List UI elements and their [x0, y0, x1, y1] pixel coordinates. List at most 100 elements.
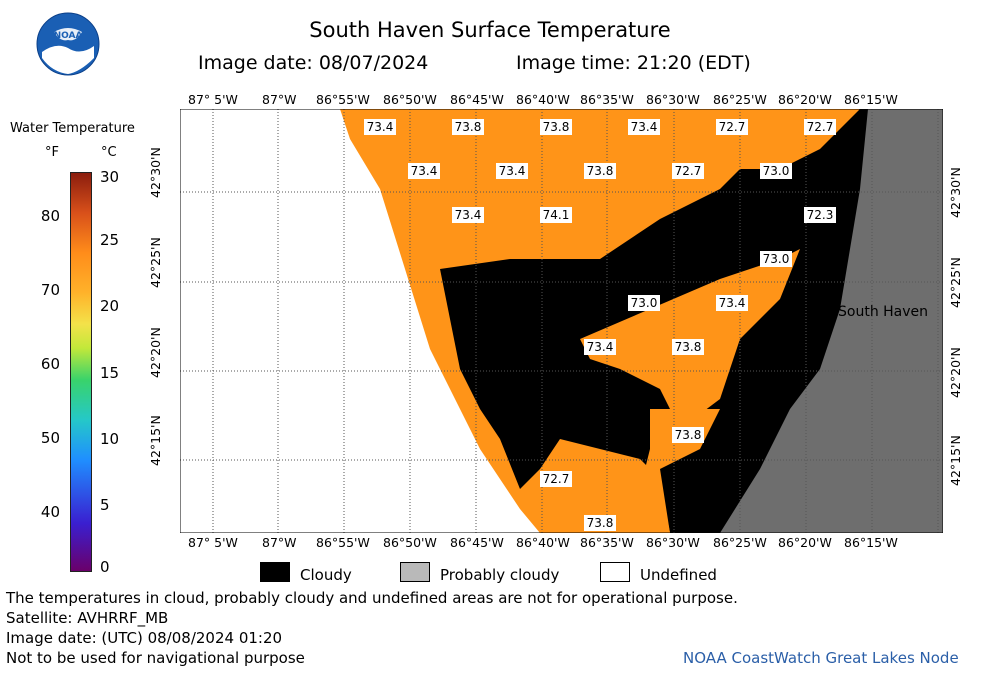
- temp-label: 72.3: [804, 207, 836, 223]
- unit-fahrenheit: °F: [45, 145, 59, 160]
- lon-label-top: 86°15'W: [844, 92, 898, 107]
- noaa-logo: NOAA: [36, 12, 100, 80]
- lat-label-left: 42°15'N: [148, 415, 163, 466]
- temperature-colorbar: [70, 172, 92, 572]
- south-haven-marker: [830, 293, 838, 301]
- tick-c-20: 20: [100, 297, 120, 315]
- lat-label-left: 42°25'N: [148, 237, 163, 288]
- svg-text:73.8: 73.8: [455, 120, 482, 134]
- temp-label: 74.1: [540, 207, 572, 223]
- svg-text:72.7: 72.7: [675, 164, 702, 178]
- lat-label-right: 42°15'N: [948, 435, 963, 486]
- lat-label-right: 42°25'N: [948, 257, 963, 308]
- temp-label: 73.8: [672, 339, 704, 355]
- lon-label-bottom: 86°30'W: [646, 535, 700, 550]
- svg-text:73.0: 73.0: [763, 164, 790, 178]
- lon-label-bottom: 86°25'W: [713, 535, 767, 550]
- svg-text:73.0: 73.0: [631, 296, 658, 310]
- temp-label: 73.0: [760, 163, 792, 179]
- lon-label-bottom: 86°35'W: [580, 535, 634, 550]
- svg-text:73.8: 73.8: [543, 120, 570, 134]
- lon-label-top: 86°55'W: [316, 92, 370, 107]
- lon-label-top: 86°45'W: [450, 92, 504, 107]
- svg-text:73.8: 73.8: [675, 340, 702, 354]
- tick-c-25: 25: [100, 231, 120, 249]
- undefined-label: Undefined: [640, 566, 717, 584]
- lon-label-bottom: 86°50'W: [383, 535, 437, 550]
- temp-label: 73.8: [672, 427, 704, 443]
- temp-label: 72.7: [716, 119, 748, 135]
- temp-label: 73.4: [452, 207, 484, 223]
- lon-label-bottom: 86°55'W: [316, 535, 370, 550]
- satellite: Satellite: AVHRRF_MB: [6, 609, 169, 627]
- tick-f-60: 60: [40, 355, 60, 373]
- tick-f-40: 40: [40, 503, 60, 521]
- svg-text:72.3: 72.3: [807, 208, 834, 222]
- temp-label: 73.4: [496, 163, 528, 179]
- temp-label: 73.0: [760, 251, 792, 267]
- tick-c-30: 30: [100, 168, 120, 186]
- place-label: South Haven: [838, 304, 928, 320]
- temp-label: 73.8: [584, 163, 616, 179]
- logo-text: NOAA: [54, 31, 83, 41]
- probably-cloudy-label: Probably cloudy: [440, 566, 560, 584]
- svg-text:73.0: 73.0: [763, 252, 790, 266]
- svg-text:72.7: 72.7: [543, 472, 570, 486]
- tick-f-70: 70: [40, 281, 60, 299]
- svg-text:73.4: 73.4: [719, 296, 746, 310]
- temp-label: 73.4: [716, 295, 748, 311]
- temp-label: 73.8: [584, 515, 616, 531]
- svg-text:73.4: 73.4: [499, 164, 526, 178]
- tick-c-5: 5: [100, 496, 110, 514]
- svg-text:72.7: 72.7: [719, 120, 746, 134]
- temp-label: 73.4: [364, 119, 396, 135]
- credit: NOAA CoastWatch Great Lakes Node: [683, 649, 959, 667]
- lon-label-bottom: 86°45'W: [450, 535, 504, 550]
- lon-label-top: 86°35'W: [580, 92, 634, 107]
- probably-cloudy-swatch: [400, 562, 430, 582]
- image-date: Image date: 08/07/2024: [198, 52, 429, 74]
- lon-label-bottom: 87° 5'W: [188, 535, 238, 550]
- graticule: [180, 109, 943, 533]
- nav-warning: Not to be used for navigational purpose: [6, 649, 305, 667]
- tick-c-0: 0: [100, 558, 110, 576]
- temp-label: 73.8: [540, 119, 572, 135]
- unit-celsius: °C: [101, 145, 117, 160]
- image-time: Image time: 21:20 (EDT): [516, 52, 751, 74]
- svg-text:73.8: 73.8: [587, 516, 614, 530]
- lon-label-top: 87° 5'W: [188, 92, 238, 107]
- page-title: South Haven Surface Temperature: [309, 18, 671, 42]
- temp-label: 72.7: [672, 163, 704, 179]
- tick-f-80: 80: [40, 207, 60, 225]
- temperature-map: 73.4 73.8 73.8 73.4 72.7 72.7 73.4 73.4 …: [179, 108, 944, 537]
- cloudy-label: Cloudy: [300, 566, 352, 584]
- temp-label: 72.7: [540, 471, 572, 487]
- lat-label-right: 42°20'N: [948, 347, 963, 398]
- svg-text:73.4: 73.4: [631, 120, 658, 134]
- temp-label: 73.0: [628, 295, 660, 311]
- tick-c-15: 15: [100, 364, 120, 382]
- temp-label: 73.4: [628, 119, 660, 135]
- svg-text:73.4: 73.4: [367, 120, 394, 134]
- temp-label: 73.4: [584, 339, 616, 355]
- temp-label: 73.4: [408, 163, 440, 179]
- svg-text:74.1: 74.1: [543, 208, 570, 222]
- lat-label-left: 42°30'N: [148, 147, 163, 198]
- lon-label-bottom: 86°20'W: [778, 535, 832, 550]
- lat-label-left: 42°20'N: [148, 327, 163, 378]
- cloudy-swatch: [260, 562, 290, 582]
- undefined-swatch: [600, 562, 630, 582]
- tick-f-50: 50: [40, 429, 60, 447]
- svg-text:73.4: 73.4: [455, 208, 482, 222]
- lon-label-bottom: 86°15'W: [844, 535, 898, 550]
- lon-label-top: 86°25'W: [713, 92, 767, 107]
- lon-label-top: 87°W: [262, 92, 297, 107]
- svg-text:73.4: 73.4: [587, 340, 614, 354]
- temp-label: 73.8: [452, 119, 484, 135]
- svg-text:73.4: 73.4: [411, 164, 438, 178]
- lon-label-top: 86°50'W: [383, 92, 437, 107]
- svg-text:72.7: 72.7: [807, 120, 834, 134]
- disclaimer: The temperatures in cloud, probably clou…: [6, 589, 738, 607]
- lon-label-top: 86°40'W: [516, 92, 570, 107]
- lon-label-bottom: 86°40'W: [516, 535, 570, 550]
